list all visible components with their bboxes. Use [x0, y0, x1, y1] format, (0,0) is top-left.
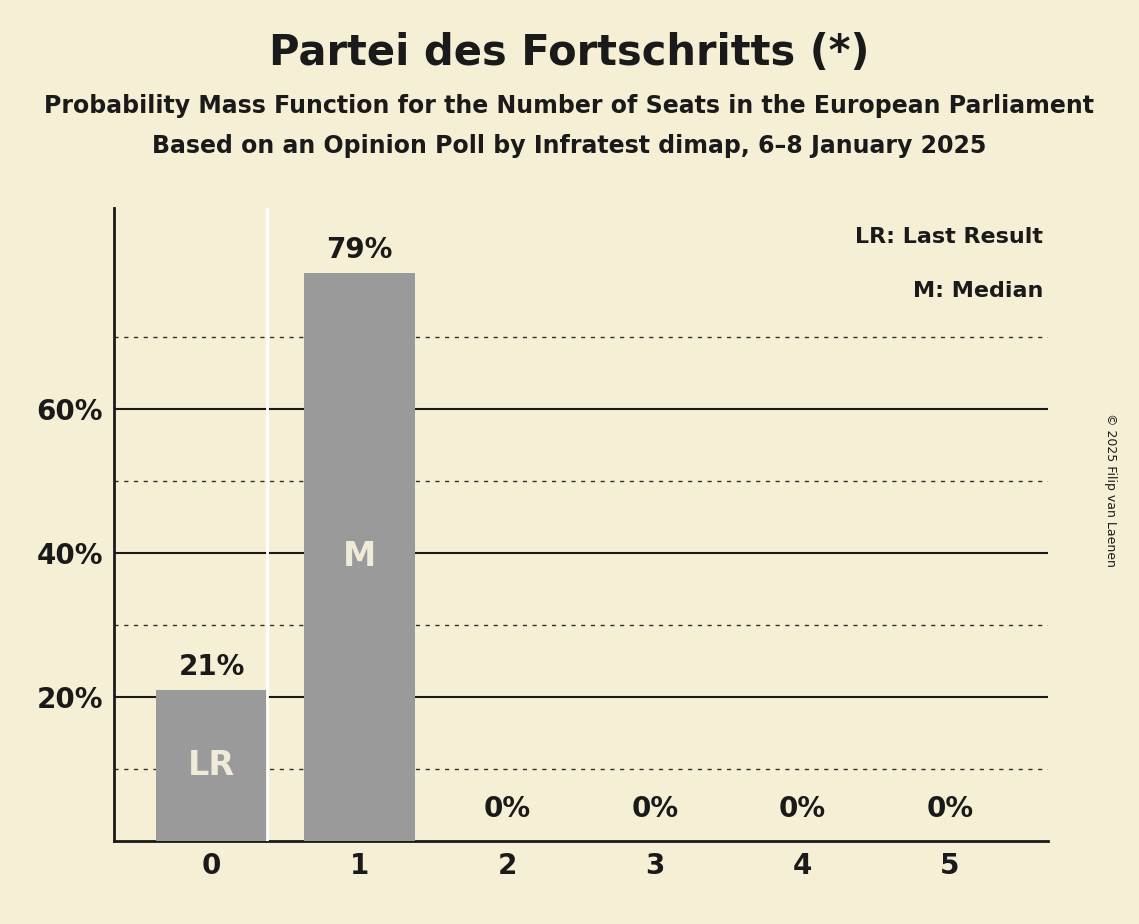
Text: M: M	[343, 541, 376, 573]
Text: © 2025 Filip van Laenen: © 2025 Filip van Laenen	[1104, 413, 1117, 566]
Text: Partei des Fortschritts (*): Partei des Fortschritts (*)	[269, 32, 870, 74]
Text: 0%: 0%	[483, 795, 531, 823]
Bar	[156, 690, 268, 841]
Text: 21%: 21%	[179, 653, 245, 681]
Text: 79%: 79%	[326, 236, 393, 264]
Text: Based on an Opinion Poll by Infratest dimap, 6–8 January 2025: Based on an Opinion Poll by Infratest di…	[153, 134, 986, 158]
Text: LR: LR	[188, 748, 236, 782]
Text: M: Median: M: Median	[912, 281, 1043, 300]
Text: 0%: 0%	[779, 795, 826, 823]
Text: Probability Mass Function for the Number of Seats in the European Parliament: Probability Mass Function for the Number…	[44, 94, 1095, 118]
Text: 0%: 0%	[631, 795, 679, 823]
Text: 0%: 0%	[926, 795, 974, 823]
Bar	[304, 273, 415, 841]
Text: LR: Last Result: LR: Last Result	[855, 227, 1043, 247]
